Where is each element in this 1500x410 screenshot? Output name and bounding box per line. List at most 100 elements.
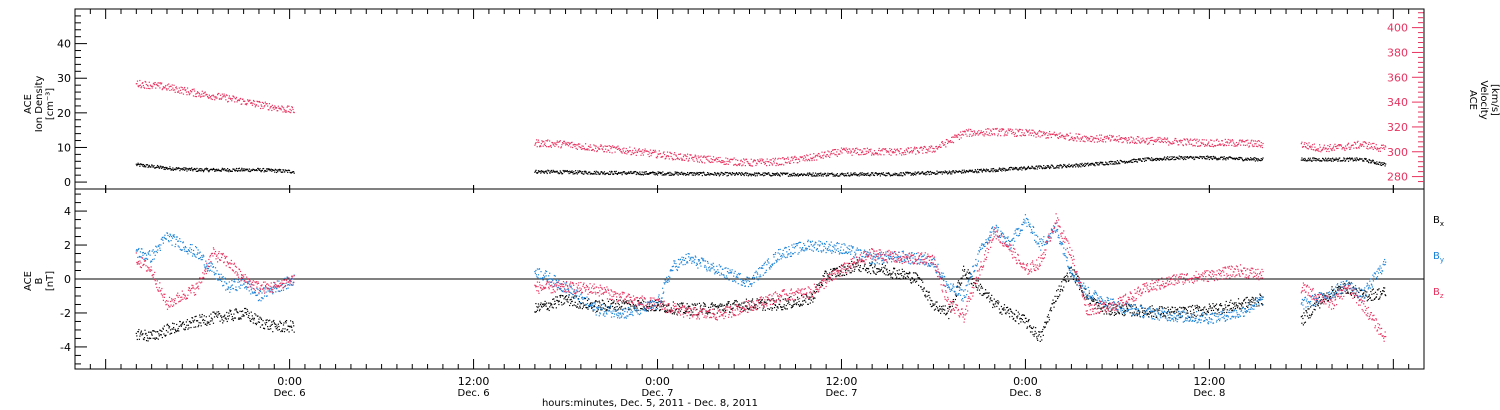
series-point bbox=[576, 171, 578, 174]
series-point bbox=[969, 133, 971, 135]
series-point bbox=[201, 93, 203, 95]
series-point bbox=[232, 95, 235, 97]
series-point bbox=[682, 174, 685, 176]
bx-point bbox=[168, 326, 171, 328]
series-point bbox=[182, 168, 185, 170]
bx-point bbox=[947, 310, 949, 312]
series-point bbox=[690, 172, 692, 174]
series-point bbox=[1367, 143, 1370, 146]
bx-point bbox=[808, 298, 810, 300]
series-point bbox=[1141, 140, 1143, 142]
series-point bbox=[199, 94, 201, 96]
series-point bbox=[1130, 161, 1133, 163]
series-point bbox=[543, 140, 545, 143]
bx-point bbox=[614, 308, 616, 311]
series-point bbox=[978, 169, 981, 171]
series-point bbox=[1069, 139, 1071, 141]
bx-point bbox=[1081, 290, 1083, 292]
bx-point bbox=[761, 299, 763, 301]
series-point bbox=[160, 165, 162, 168]
bx-point bbox=[581, 308, 584, 310]
series-point bbox=[1082, 136, 1084, 138]
series-point bbox=[692, 156, 695, 159]
bx-point bbox=[761, 299, 763, 301]
bx-point bbox=[797, 304, 800, 306]
bx-point bbox=[722, 310, 725, 312]
series-point bbox=[1347, 160, 1350, 162]
series-point bbox=[262, 107, 264, 110]
series-point bbox=[607, 172, 609, 174]
series-point bbox=[249, 99, 251, 101]
series-point bbox=[990, 168, 992, 170]
series-point bbox=[652, 149, 654, 151]
bx-point bbox=[989, 298, 991, 300]
series-point bbox=[1015, 168, 1017, 170]
bx-point bbox=[1033, 335, 1035, 337]
series-point bbox=[929, 147, 932, 149]
series-point bbox=[534, 143, 537, 145]
bx-point bbox=[1091, 299, 1093, 302]
series-point bbox=[968, 170, 970, 172]
bx-point bbox=[1059, 290, 1061, 292]
series-point bbox=[1113, 161, 1116, 163]
series-point bbox=[1057, 137, 1059, 139]
bx-point bbox=[748, 307, 751, 309]
series-point bbox=[584, 149, 586, 151]
series-point bbox=[1083, 140, 1085, 142]
bx-point bbox=[287, 325, 290, 327]
series-point bbox=[570, 146, 572, 148]
series-point bbox=[1079, 140, 1081, 142]
series-point bbox=[1194, 138, 1196, 140]
series-point bbox=[818, 153, 820, 155]
bx-point bbox=[990, 299, 992, 302]
series-point bbox=[1015, 167, 1018, 169]
series-point bbox=[969, 128, 972, 131]
series-point bbox=[136, 163, 139, 166]
series-point bbox=[672, 173, 674, 175]
bx-point bbox=[165, 334, 167, 336]
series-point bbox=[994, 171, 996, 173]
bx-point bbox=[714, 305, 716, 307]
series-point bbox=[964, 170, 966, 173]
series-point bbox=[888, 151, 890, 153]
series-point bbox=[1087, 140, 1089, 142]
bx-point bbox=[657, 304, 660, 306]
series-point bbox=[183, 167, 185, 169]
series-point bbox=[834, 148, 837, 151]
series-point bbox=[1120, 137, 1123, 139]
series-point bbox=[1205, 158, 1207, 160]
series-point bbox=[280, 107, 282, 109]
bx-point bbox=[185, 326, 187, 328]
series-point bbox=[245, 103, 247, 105]
series-point bbox=[580, 170, 582, 173]
bx-point bbox=[608, 306, 611, 309]
series-point bbox=[630, 153, 633, 156]
series-point bbox=[782, 157, 784, 159]
series-point bbox=[1238, 140, 1241, 142]
series-point bbox=[270, 169, 272, 171]
series-point bbox=[1251, 139, 1253, 141]
bx-point bbox=[181, 324, 183, 326]
series-point bbox=[1241, 141, 1243, 143]
series-point bbox=[1178, 155, 1180, 157]
series-point bbox=[616, 148, 619, 151]
series-point bbox=[691, 174, 693, 176]
series-point bbox=[765, 165, 768, 167]
series-point bbox=[1032, 129, 1034, 131]
bx-point bbox=[775, 309, 778, 311]
bx-point bbox=[934, 308, 937, 310]
bx-point bbox=[1180, 316, 1182, 319]
series-point bbox=[191, 167, 193, 169]
bx-point bbox=[604, 308, 606, 310]
series-point bbox=[647, 172, 649, 175]
bx-point bbox=[629, 308, 631, 310]
series-point bbox=[1143, 139, 1145, 141]
bx-point bbox=[721, 309, 724, 311]
series-point bbox=[1011, 133, 1013, 135]
series-point bbox=[1046, 167, 1048, 169]
bx-point bbox=[550, 303, 552, 305]
series-point bbox=[974, 170, 976, 173]
series-point bbox=[569, 143, 571, 145]
series-point bbox=[157, 166, 159, 168]
bx-point bbox=[537, 307, 539, 309]
